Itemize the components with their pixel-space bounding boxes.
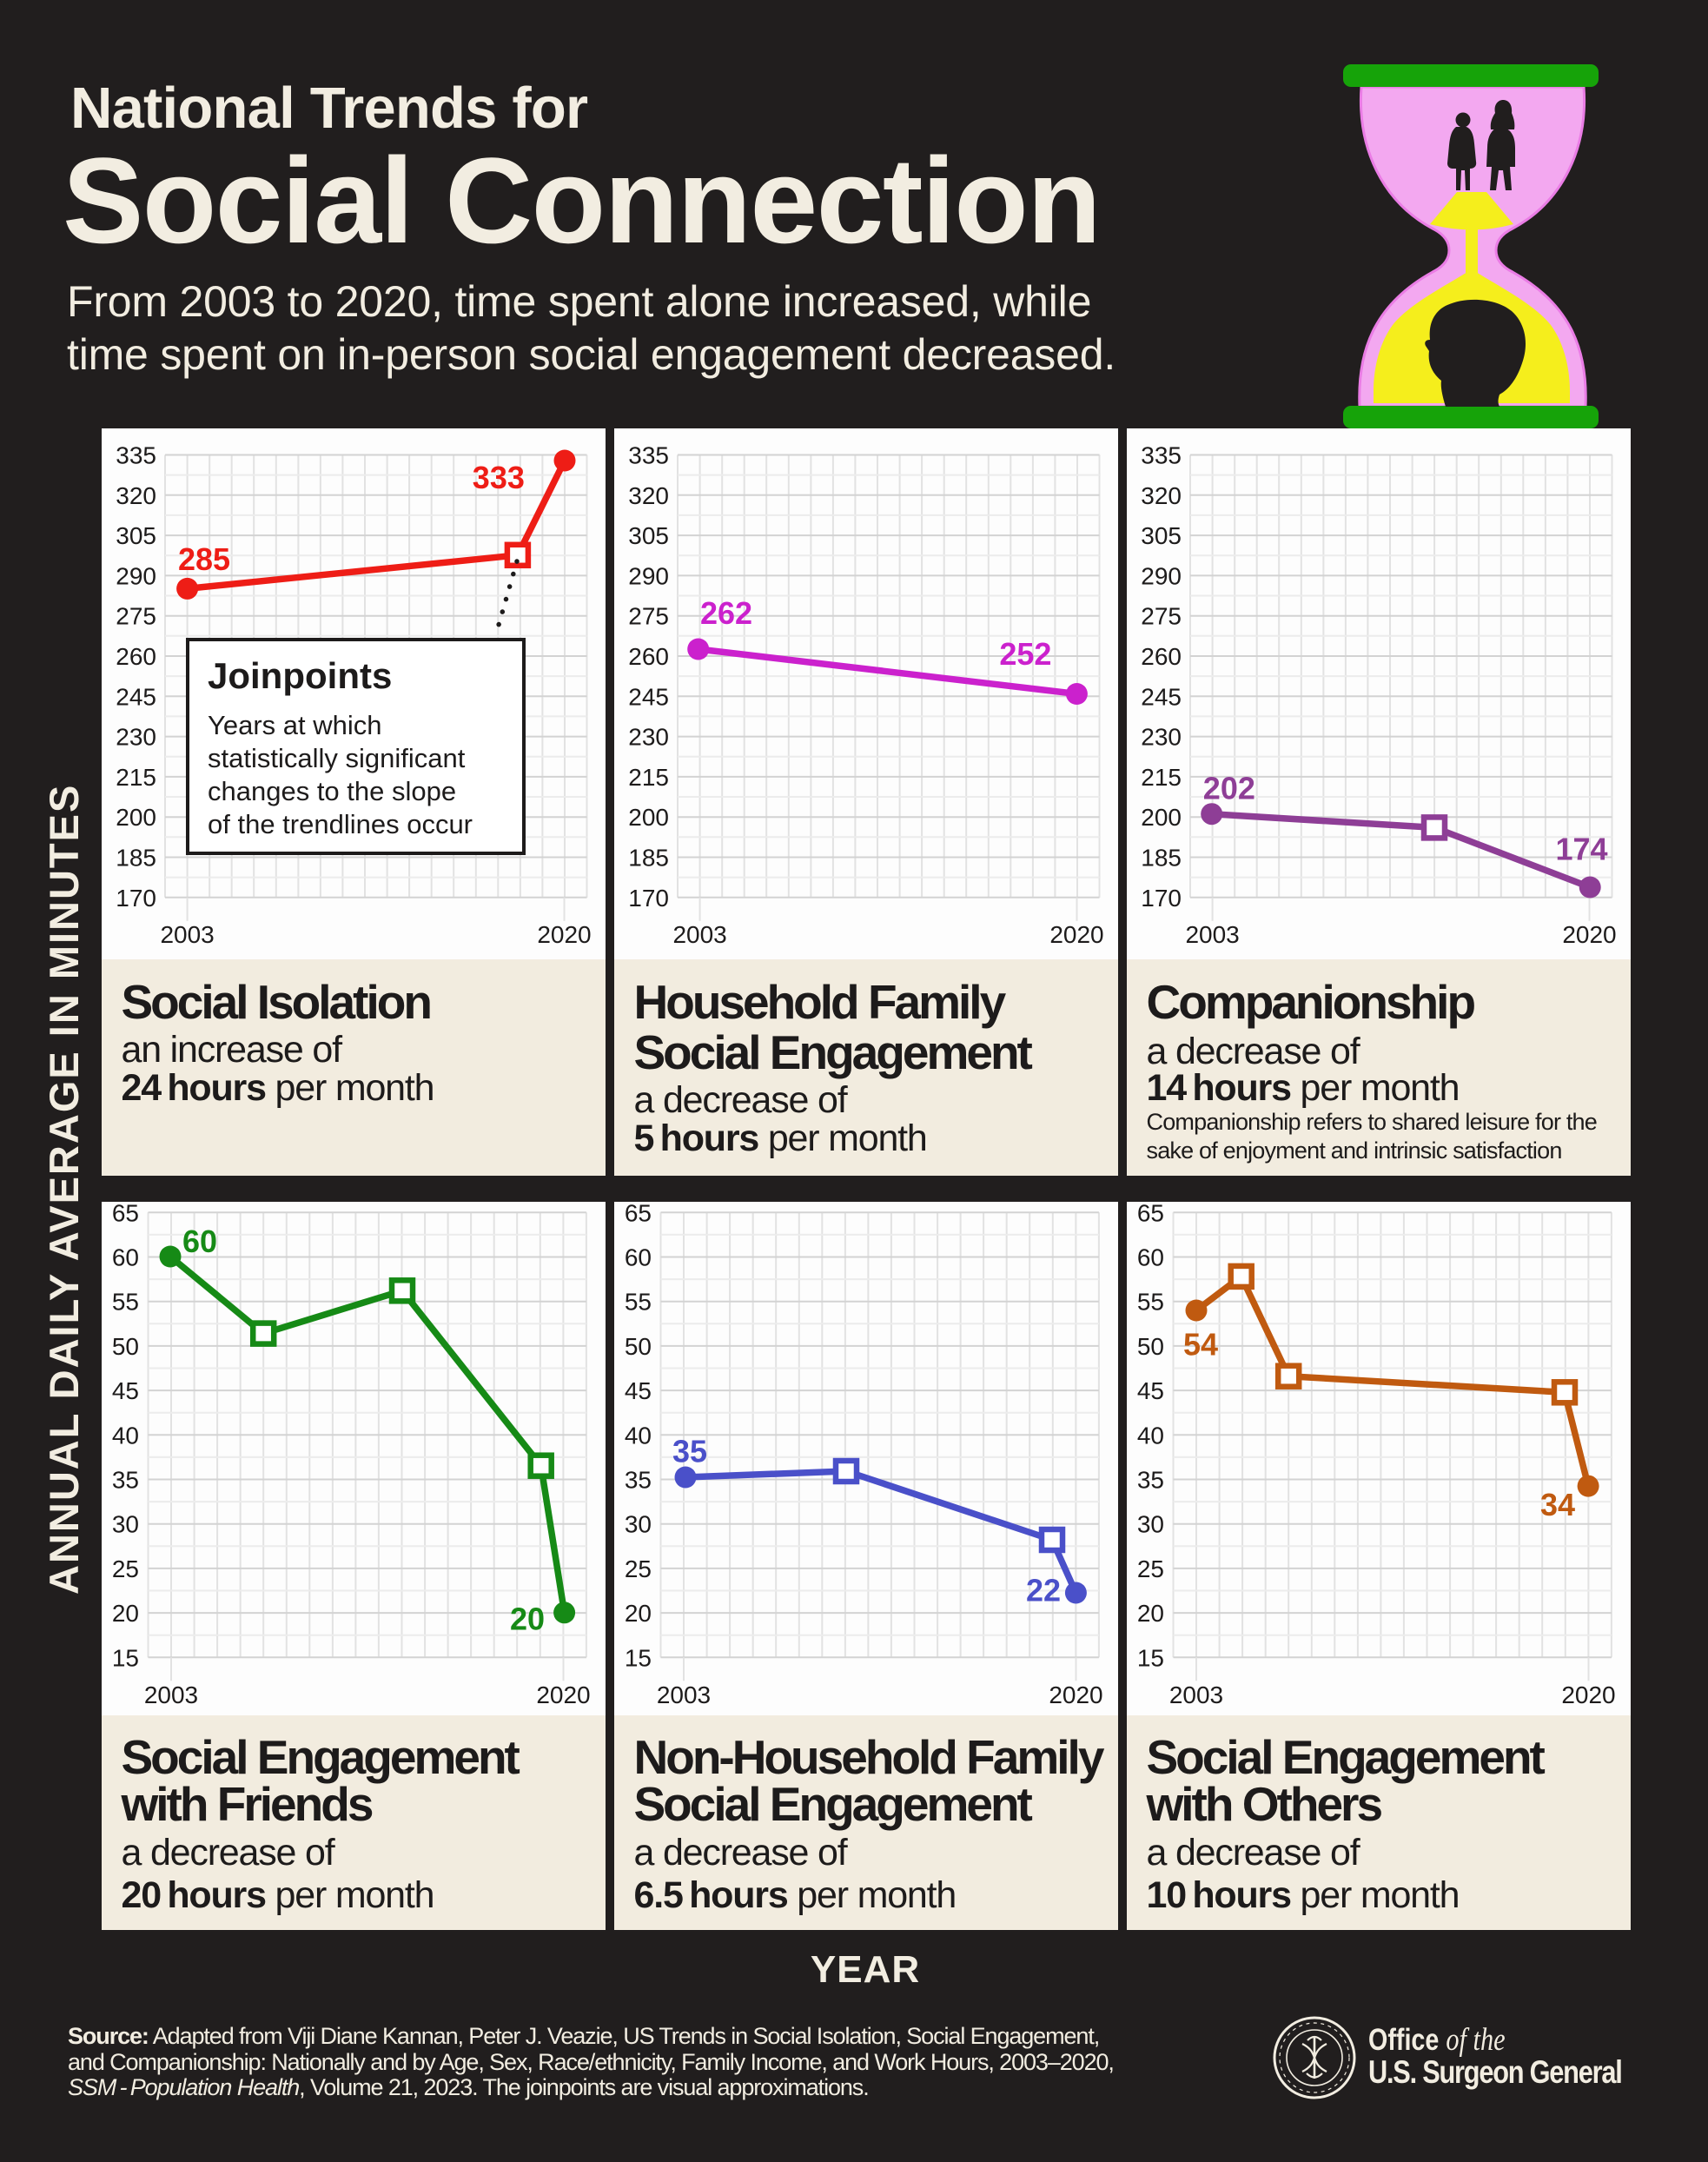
svg-text:Years at which: Years at which	[208, 710, 381, 740]
svg-text:30: 30	[1137, 1511, 1164, 1538]
svg-text:285: 285	[178, 541, 230, 577]
svg-text:290: 290	[116, 562, 156, 589]
svg-text:45: 45	[625, 1377, 652, 1404]
svg-text:2020: 2020	[1561, 1681, 1615, 1708]
svg-text:40: 40	[1137, 1422, 1164, 1449]
svg-text:170: 170	[628, 885, 669, 912]
svg-text:170: 170	[1141, 885, 1182, 912]
svg-text:245: 245	[628, 683, 669, 710]
svg-text:215: 215	[116, 764, 156, 791]
svg-text:2003: 2003	[144, 1681, 198, 1708]
svg-text:60: 60	[182, 1224, 217, 1259]
svg-text:260: 260	[116, 643, 156, 670]
svg-text:335: 335	[116, 442, 156, 469]
svg-text:60: 60	[1137, 1244, 1164, 1271]
svg-text:185: 185	[116, 845, 156, 872]
svg-text:35: 35	[112, 1467, 139, 1494]
svg-text:215: 215	[1141, 764, 1182, 791]
svg-text:15: 15	[112, 1644, 139, 1671]
svg-text:200: 200	[628, 804, 669, 831]
svg-text:2003: 2003	[1185, 921, 1239, 948]
svg-text:2020: 2020	[537, 921, 591, 948]
svg-text:34: 34	[1540, 1487, 1575, 1522]
svg-text:174: 174	[1556, 832, 1608, 867]
svg-text:changes to the slope: changes to the slope	[208, 776, 456, 806]
svg-text:22: 22	[1026, 1572, 1061, 1608]
svg-text:252: 252	[999, 636, 1051, 672]
svg-text:200: 200	[116, 804, 156, 831]
svg-text:45: 45	[112, 1377, 139, 1404]
svg-text:2020: 2020	[1049, 921, 1103, 948]
svg-text:2020: 2020	[1049, 1681, 1102, 1708]
svg-text:2003: 2003	[1169, 1681, 1223, 1708]
svg-text:305: 305	[116, 522, 156, 549]
svg-text:230: 230	[116, 724, 156, 751]
svg-text:230: 230	[628, 724, 669, 751]
svg-text:305: 305	[628, 522, 669, 549]
svg-text:215: 215	[628, 764, 669, 791]
svg-text:335: 335	[1141, 442, 1182, 469]
svg-text:245: 245	[116, 683, 156, 710]
svg-text:170: 170	[116, 885, 156, 912]
svg-text:290: 290	[1141, 562, 1182, 589]
svg-text:40: 40	[112, 1422, 139, 1449]
svg-text:2020: 2020	[536, 1681, 590, 1708]
svg-text:Joinpoints: Joinpoints	[208, 655, 392, 696]
svg-text:40: 40	[625, 1422, 652, 1449]
svg-text:2003: 2003	[657, 1681, 711, 1708]
svg-text:275: 275	[1141, 603, 1182, 630]
svg-text:55: 55	[1137, 1289, 1164, 1316]
svg-text:20: 20	[510, 1602, 545, 1637]
svg-text:320: 320	[628, 482, 669, 509]
svg-text:320: 320	[1141, 482, 1182, 509]
svg-text:305: 305	[1141, 522, 1182, 549]
svg-text:290: 290	[628, 562, 669, 589]
svg-text:35: 35	[672, 1434, 707, 1469]
svg-text:185: 185	[1141, 845, 1182, 872]
svg-text:65: 65	[625, 1202, 652, 1226]
svg-text:50: 50	[1137, 1333, 1164, 1360]
svg-text:50: 50	[112, 1333, 139, 1360]
svg-text:20: 20	[112, 1600, 139, 1627]
svg-text:50: 50	[625, 1333, 652, 1360]
svg-text:15: 15	[625, 1644, 652, 1671]
svg-text:262: 262	[700, 595, 752, 631]
svg-text:65: 65	[112, 1202, 139, 1226]
svg-text:202: 202	[1203, 771, 1255, 806]
svg-text:230: 230	[1141, 724, 1182, 751]
svg-text:275: 275	[628, 603, 669, 630]
svg-text:of the trendlines occur: of the trendlines occur	[208, 809, 473, 839]
svg-text:2003: 2003	[672, 921, 726, 948]
svg-text:35: 35	[1137, 1467, 1164, 1494]
svg-text:30: 30	[112, 1511, 139, 1538]
svg-text:2003: 2003	[160, 921, 214, 948]
svg-text:20: 20	[625, 1600, 652, 1627]
svg-text:65: 65	[1137, 1202, 1164, 1226]
svg-text:45: 45	[1137, 1377, 1164, 1404]
svg-text:30: 30	[625, 1511, 652, 1538]
svg-text:55: 55	[625, 1289, 652, 1316]
svg-text:260: 260	[1141, 643, 1182, 670]
svg-text:260: 260	[628, 643, 669, 670]
svg-text:320: 320	[116, 482, 156, 509]
svg-text:25: 25	[625, 1555, 652, 1582]
svg-text:2020: 2020	[1562, 921, 1616, 948]
svg-text:20: 20	[1137, 1600, 1164, 1627]
svg-text:statistically significant: statistically significant	[208, 743, 466, 773]
svg-text:245: 245	[1141, 683, 1182, 710]
svg-text:25: 25	[112, 1555, 139, 1582]
svg-text:333: 333	[473, 460, 525, 495]
svg-text:60: 60	[112, 1244, 139, 1271]
svg-text:54: 54	[1183, 1327, 1218, 1363]
svg-text:35: 35	[625, 1467, 652, 1494]
svg-text:15: 15	[1137, 1644, 1164, 1671]
svg-text:335: 335	[628, 442, 669, 469]
svg-text:185: 185	[628, 845, 669, 872]
svg-text:275: 275	[116, 603, 156, 630]
svg-text:55: 55	[112, 1289, 139, 1316]
svg-text:25: 25	[1137, 1555, 1164, 1582]
svg-text:200: 200	[1141, 804, 1182, 831]
svg-text:60: 60	[625, 1244, 652, 1271]
